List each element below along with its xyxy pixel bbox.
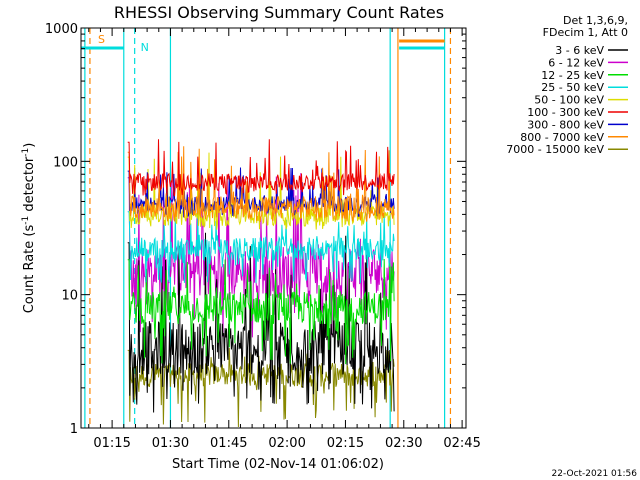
- y-axis-label-end: ): [22, 143, 37, 148]
- night-flag-label: N: [141, 41, 149, 54]
- x-tick-label: 02:30: [385, 436, 422, 451]
- chart-title: RHESSI Observing Summary Count Rates: [114, 3, 444, 22]
- series-line-2: [127, 258, 395, 365]
- y-axis-label: Count Rate (s-1 detector-1): [21, 143, 37, 314]
- series-line-8: [127, 347, 395, 428]
- x-tick-label: 02:00: [268, 436, 305, 451]
- legend-entry-label: 50 - 100 keV: [534, 94, 604, 107]
- series-line-3: [127, 210, 395, 284]
- x-axis-ticks: 01:15 01:30 01:45 02:00 02:15 02:30 02:45: [88, 28, 481, 451]
- series-line-7: [127, 146, 395, 222]
- x-tick-label: 02:45: [443, 436, 480, 451]
- legend-entry-label: 6 - 12 keV: [548, 56, 604, 69]
- legend-entry-label: 7000 - 15000 keV: [506, 143, 604, 156]
- legend-header: FDecim 1, Att 0: [543, 26, 628, 39]
- y-tick-label: 10: [61, 289, 78, 304]
- series-group: [81, 28, 452, 428]
- series-line-5: [127, 139, 395, 197]
- footer-date: 22-Oct-2021 01:56: [552, 469, 638, 479]
- x-tick-label: 02:15: [327, 436, 364, 451]
- x-axis-label: Start Time (02-Nov-14 01:06:02): [172, 457, 384, 472]
- legend-entry-label: 100 - 300 keV: [527, 106, 604, 119]
- y-tick-label: 100: [53, 155, 78, 170]
- y-axis-label-main: Count Rate (s: [22, 225, 37, 314]
- legend-entry-label: 12 - 25 keV: [541, 69, 604, 82]
- legend-entry-label: 25 - 50 keV: [541, 81, 604, 94]
- plot-content: SN: [81, 28, 452, 428]
- x-tick-label: 01:30: [152, 436, 189, 451]
- y-tick-label: 1: [70, 422, 78, 437]
- y-axis-label-sup1: -1: [21, 216, 31, 225]
- series-line-0: [127, 232, 395, 413]
- y-tick-label: 1000: [45, 22, 78, 37]
- x-tick-label: 01:15: [93, 436, 130, 451]
- y-axis-label-mid: detector: [22, 156, 37, 216]
- legend-entry-label: 800 - 7000 keV: [520, 131, 604, 144]
- y-axis-ticks: 1 10 100 1000: [45, 22, 466, 437]
- plot-frame: [80, 27, 467, 429]
- saa-flag-label: S: [98, 33, 105, 46]
- legend-entry-label: 300 - 800 keV: [527, 118, 604, 131]
- y-axis-label-sup2: -1: [21, 148, 31, 157]
- x-tick-label: 01:45: [210, 436, 247, 451]
- legend-header: Det 1,3,6,9,: [563, 14, 628, 27]
- legend-entry-label: 3 - 6 keV: [555, 44, 604, 57]
